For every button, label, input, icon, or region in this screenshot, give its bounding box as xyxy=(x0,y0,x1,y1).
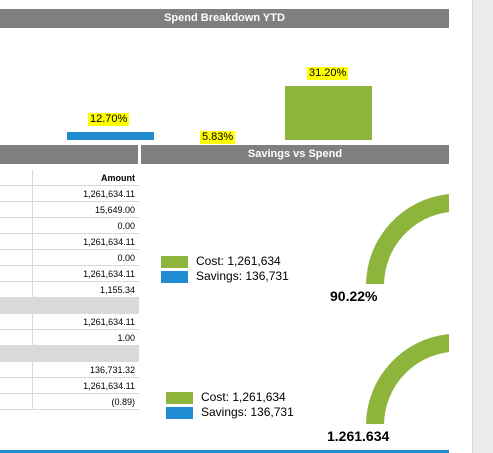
table-section-row xyxy=(0,297,139,314)
spend-breakdown-header: Spend Breakdown YTD xyxy=(0,9,449,28)
legend-item-cost: Cost: 1,261,634 xyxy=(161,254,289,269)
gauge2-value: 1.261.634 xyxy=(327,428,390,444)
table-cell: 1.00 xyxy=(32,329,139,346)
table-cell: 0.00 xyxy=(32,249,139,266)
spend-bar-savings xyxy=(67,132,154,140)
legend-item-savings: Savings: 136,731 xyxy=(166,405,294,420)
legend-item-savings: Savings: 136,731 xyxy=(161,269,289,284)
gauge2-legend: Cost: 1,261,634 Savings: 136,731 xyxy=(166,390,294,420)
table-row: 1,261,634.11 xyxy=(0,313,139,330)
table-row: 1,261,634.11 xyxy=(0,265,139,282)
right-scroll-panel[interactable] xyxy=(472,0,493,453)
table-cell: 0.00 xyxy=(32,217,139,234)
spend-bar-label-savings: 12.70% xyxy=(88,113,130,126)
dashboard-main: Spend Breakdown YTD 12.70% 5.83% 31.20% … xyxy=(0,9,449,453)
legend-savings-label: Savings: 136,731 xyxy=(201,405,294,419)
amount-table: Amount 1,261,634.11 15,649.00 0.00 1,261… xyxy=(0,170,139,410)
gauge1-value: 90.22% xyxy=(330,288,378,304)
cost-swatch xyxy=(161,255,188,268)
table-row: 15,649.00 xyxy=(0,201,139,218)
table-row: 1,261,634.11 xyxy=(0,185,139,202)
table-cell: 1,261,634.11 xyxy=(32,377,139,394)
cost-swatch xyxy=(166,391,193,404)
table-cell: 1,261,634.11 xyxy=(32,313,139,330)
table-cell: 136,731.32 xyxy=(32,361,139,378)
table-cell: 15,649.00 xyxy=(32,201,139,218)
table-row: 0.00 xyxy=(0,249,139,266)
table-cell xyxy=(32,297,139,314)
gutter xyxy=(449,0,472,453)
table-cell: (0.89) xyxy=(32,393,139,410)
header-separator xyxy=(138,145,141,164)
table-row: 1,261,634.11 xyxy=(0,377,139,394)
legend-savings-label: Savings: 136,731 xyxy=(196,269,289,283)
table-header-row: Amount xyxy=(0,170,139,186)
table-row: (0.89) xyxy=(0,393,139,410)
table-row: 1,155.34 xyxy=(0,281,139,298)
table-row: 0.00 xyxy=(0,217,139,234)
gauge1-legend: Cost: 1,261,634 Savings: 136,731 xyxy=(161,254,289,284)
table-cell: 1,261,634.11 xyxy=(32,233,139,250)
savings-swatch xyxy=(166,406,193,419)
table-cell xyxy=(32,345,139,362)
spend-bar-cost xyxy=(285,86,372,140)
table-section-row xyxy=(0,345,139,362)
table-section-header xyxy=(0,145,138,164)
legend-cost-label: Cost: 1,261,634 xyxy=(201,390,286,404)
legend-cost-label: Cost: 1,261,634 xyxy=(196,254,281,268)
legend-item-cost: Cost: 1,261,634 xyxy=(166,390,294,405)
table-cell: 1,155.34 xyxy=(32,281,139,298)
amount-column-header: Amount xyxy=(32,170,139,186)
table-row: 1.00 xyxy=(0,329,139,346)
bottom-accent-line xyxy=(0,450,449,453)
savings-vs-spend-header: Savings vs Spend xyxy=(141,145,449,164)
spend-bar-label-cost: 31.20% xyxy=(307,67,349,80)
table-row: 136,731.32 xyxy=(0,361,139,378)
table-cell: 1,261,634.11 xyxy=(32,185,139,202)
table-row: 1,261,634.11 xyxy=(0,233,139,250)
gauge1-arc xyxy=(366,194,449,284)
savings-swatch xyxy=(161,270,188,283)
spend-bar-label-mid: 5.83% xyxy=(200,131,236,144)
table-cell: 1,261,634.11 xyxy=(32,265,139,282)
gauge2-arc xyxy=(366,334,449,424)
